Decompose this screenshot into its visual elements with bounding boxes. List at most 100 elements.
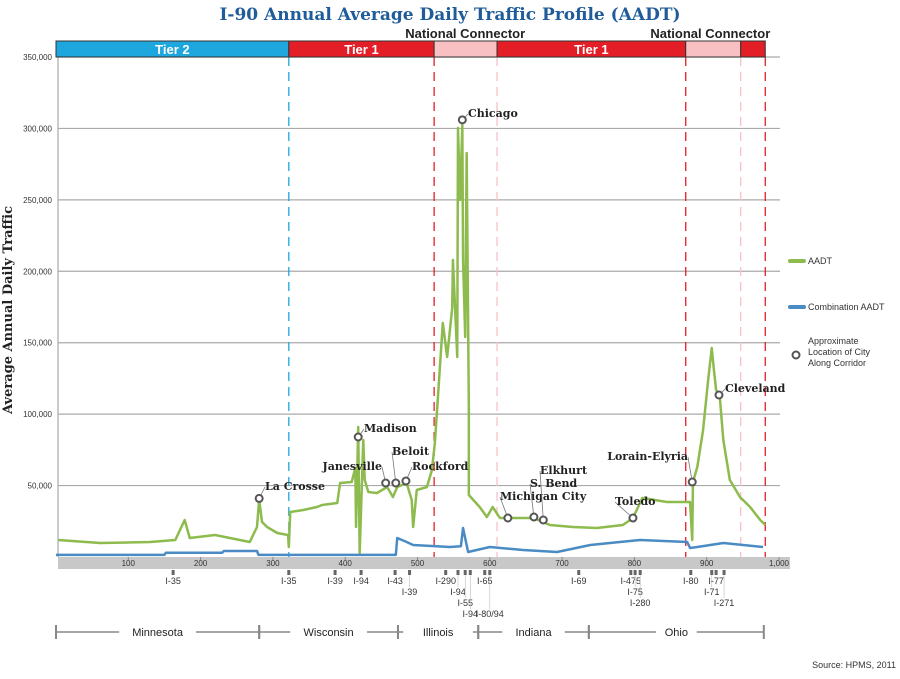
interchange-label: I-39 xyxy=(402,587,418,597)
state-label: Wisconsin xyxy=(304,627,354,639)
state-label: Minnesota xyxy=(132,627,184,639)
city-leader-line xyxy=(539,470,544,521)
y-axis-label: Average Annual Daily Traffic xyxy=(1,206,16,415)
x-tick-label: 200 xyxy=(194,559,208,568)
interchange-marker xyxy=(689,570,693,575)
interchange-marker xyxy=(633,570,637,575)
city-label: Cleveland xyxy=(725,382,786,395)
city-label: La Crosse xyxy=(265,480,325,493)
city-label: Madison xyxy=(364,422,417,435)
interchange-marker xyxy=(488,570,492,575)
legend-aadt-label: AADT xyxy=(808,256,833,266)
x-tick-label: 800 xyxy=(628,559,642,568)
interchange-label: I-80 xyxy=(683,576,699,586)
city-marker xyxy=(538,515,548,525)
tier-segment-connector xyxy=(685,40,742,58)
interchange-marker xyxy=(629,570,633,575)
combination-aadt-line xyxy=(56,526,764,557)
legend: AADT Combination AADT Approximate Locatio… xyxy=(788,256,885,368)
interchange-marker xyxy=(722,570,726,575)
city-marker xyxy=(401,476,411,486)
interchange-label: I-77 xyxy=(708,576,724,586)
city-marker xyxy=(503,513,513,523)
interchange-label: I-39 xyxy=(327,576,343,586)
city-label: Elkhurt xyxy=(540,464,588,477)
city-label: Rockford xyxy=(412,460,469,473)
national-connector-label: National Connector xyxy=(405,26,525,41)
aadt-line xyxy=(58,123,767,555)
city-label: Janesville xyxy=(322,460,382,473)
interchange-label: I-35 xyxy=(281,576,297,586)
city-label: Chicago xyxy=(468,107,518,120)
city-label: Toledo xyxy=(615,495,655,508)
interchange-marker xyxy=(333,570,337,575)
interchange-marker xyxy=(171,570,175,575)
city-marker xyxy=(391,478,401,488)
x-axis-band xyxy=(58,557,790,569)
legend-combination-label: Combination AADT xyxy=(808,302,885,312)
state-label: Ohio xyxy=(665,627,688,639)
interchange-marker xyxy=(577,570,581,575)
interchange-label: I-55 xyxy=(457,598,473,608)
city-label: Lorain-Elyria xyxy=(607,450,688,463)
city-marker xyxy=(254,493,264,503)
legend-city-label: Approximate Location of City Along Corrido… xyxy=(808,336,871,368)
interchange-marker xyxy=(710,570,714,575)
interchange-marker xyxy=(359,570,363,575)
legend-city-marker-icon xyxy=(791,350,801,360)
city-marker xyxy=(353,432,363,442)
x-tick-label: 700 xyxy=(555,559,569,568)
tier-segment-tier1 xyxy=(740,40,766,58)
city-label: Beloit xyxy=(392,445,430,458)
city-leader-line xyxy=(391,451,397,484)
interchange-marker xyxy=(714,570,718,575)
interchange-label: I-290 xyxy=(435,576,456,586)
interchange-marker xyxy=(483,570,487,575)
chart-title: I-90 Annual Average Daily Traffic Profil… xyxy=(219,5,680,25)
city-marker xyxy=(714,390,724,400)
x-tick-label: 300 xyxy=(266,559,280,568)
interchange-label: I-69 xyxy=(571,576,587,586)
tier-label: Tier 1 xyxy=(574,42,608,57)
interchange-label: I-94 xyxy=(353,576,369,586)
city-label: Michigan City xyxy=(500,490,587,503)
interchange-marker xyxy=(444,570,448,575)
interchange-marker xyxy=(408,570,412,575)
interchange-label: I-475 xyxy=(621,576,642,586)
interchange-marker xyxy=(456,570,460,575)
y-tick-label: 250,000 xyxy=(23,196,52,205)
city-marker xyxy=(628,513,638,523)
city-marker xyxy=(457,115,467,125)
x-tick-label: 900 xyxy=(700,559,714,568)
tier-segment-connector xyxy=(433,40,498,58)
interchange-marker xyxy=(287,570,291,575)
interchange-label: I-80/94 xyxy=(476,609,504,619)
state-label: Illinois xyxy=(423,627,454,639)
x-tick-label: 100 xyxy=(122,559,136,568)
interchange-marker xyxy=(463,570,467,575)
source-note: Source: HPMS, 2011 xyxy=(812,660,896,670)
interchange-marker xyxy=(393,570,397,575)
national-connector-label: National Connector xyxy=(650,26,770,41)
y-tick-label: 150,000 xyxy=(23,339,52,348)
city-label: S. Bend xyxy=(530,477,578,490)
x-tick-label: 1,000 xyxy=(769,559,790,568)
interchange-label: I-94 xyxy=(463,609,479,619)
state-label: Indiana xyxy=(515,627,552,639)
interchange-label: I-35 xyxy=(165,576,181,586)
y-tick-label: 50,000 xyxy=(28,482,53,491)
interchange-label: I-65 xyxy=(477,576,493,586)
x-tick-label: 600 xyxy=(483,559,497,568)
city-marker xyxy=(529,512,539,522)
y-tick-label: 100,000 xyxy=(23,410,52,419)
tier-label: Tier 1 xyxy=(344,42,378,57)
city-marker xyxy=(381,478,391,488)
tier-label: Tier 2 xyxy=(155,42,189,57)
interchange-marker xyxy=(468,570,472,575)
city-marker xyxy=(687,477,697,487)
interchange-label: I-71 xyxy=(704,587,720,597)
interchange-label: I-280 xyxy=(630,598,651,608)
x-tick-label: 400 xyxy=(339,559,353,568)
interchange-label: I-43 xyxy=(387,576,403,586)
